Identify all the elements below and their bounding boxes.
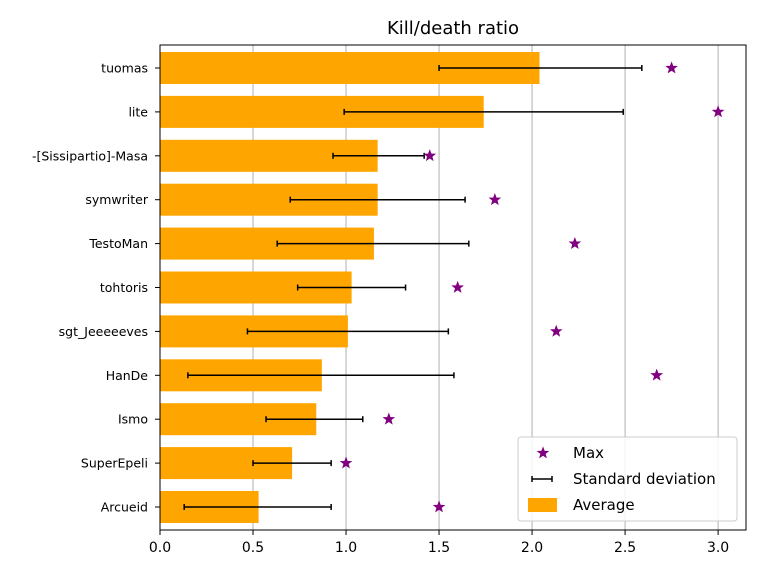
max-marker-3 [488, 193, 502, 206]
max-marker-9 [339, 456, 353, 469]
chart-title: Kill/death ratio [387, 18, 519, 39]
y-category-label-3: symwriter [85, 192, 149, 207]
legend-max-swatch [536, 446, 550, 459]
y-category-label-9: SuperEpeli [81, 456, 148, 471]
legend-average-swatch [528, 498, 557, 512]
y-category-label-1: lite [128, 104, 148, 119]
y-category-label-5: tohtoris [100, 280, 148, 295]
x-tick-label-4: 2.0 [521, 540, 543, 556]
std-dev-errorbar-9 [252, 460, 332, 467]
std-dev-errorbar-4 [276, 240, 470, 247]
std-dev-errorbar-5 [296, 284, 407, 291]
y-category-label-0: tuomas [101, 61, 148, 76]
max-marker-8 [382, 412, 396, 425]
std-dev-errorbar-3 [289, 196, 466, 203]
legend-box [517, 436, 738, 522]
std-dev-errorbar-6 [246, 328, 450, 335]
max-marker-7 [650, 368, 664, 381]
legend-std-label: Standard deviation [573, 470, 716, 488]
x-tick-label-1: 0.5 [242, 540, 264, 556]
max-marker-4 [568, 236, 582, 249]
std-dev-errorbar-1 [343, 108, 624, 115]
y-category-label-7: HanDe [106, 368, 149, 383]
legend: Max Standard deviation Average [517, 436, 738, 522]
max-marker-1 [711, 105, 725, 118]
max-marker-2 [423, 149, 437, 162]
y-category-label-2: -[Sissipartio]-Masa [32, 148, 148, 163]
x-tick-label-5: 2.5 [614, 540, 636, 556]
std-dev-errorbar-8 [265, 416, 364, 423]
max-marker-5 [451, 280, 464, 293]
x-tick-label-2: 1.0 [335, 540, 357, 556]
y-category-label-6: sgt_Jeeeeeves [59, 324, 148, 339]
max-marker-0 [665, 61, 678, 74]
y-category-label-8: Ismo [118, 412, 148, 427]
std-dev-errorbars [183, 65, 643, 510]
std-dev-errorbar-0 [438, 65, 643, 71]
axes: 0.0 0.5 1.0 1.5 2.0 2.5 3.0 tuomas lite -[Sissipa… [32, 44, 747, 556]
std-dev-errorbar-7 [187, 372, 455, 379]
x-tick-label-0: 0.0 [149, 540, 171, 556]
legend-max-label: Max [573, 444, 604, 462]
max-marker-6 [549, 324, 563, 337]
std-dev-errorbar-10 [183, 504, 332, 510]
y-category-label-10: Arcueid [101, 500, 148, 515]
max-marker-10 [432, 500, 446, 513]
legend-average-label: Average [573, 496, 635, 514]
y-category-label-4: TestoMan [88, 236, 148, 251]
max-markers [339, 61, 725, 513]
x-tick-label-3: 1.5 [428, 540, 450, 556]
x-tick-label-6: 3.0 [707, 540, 729, 556]
average-bars [160, 52, 540, 523]
